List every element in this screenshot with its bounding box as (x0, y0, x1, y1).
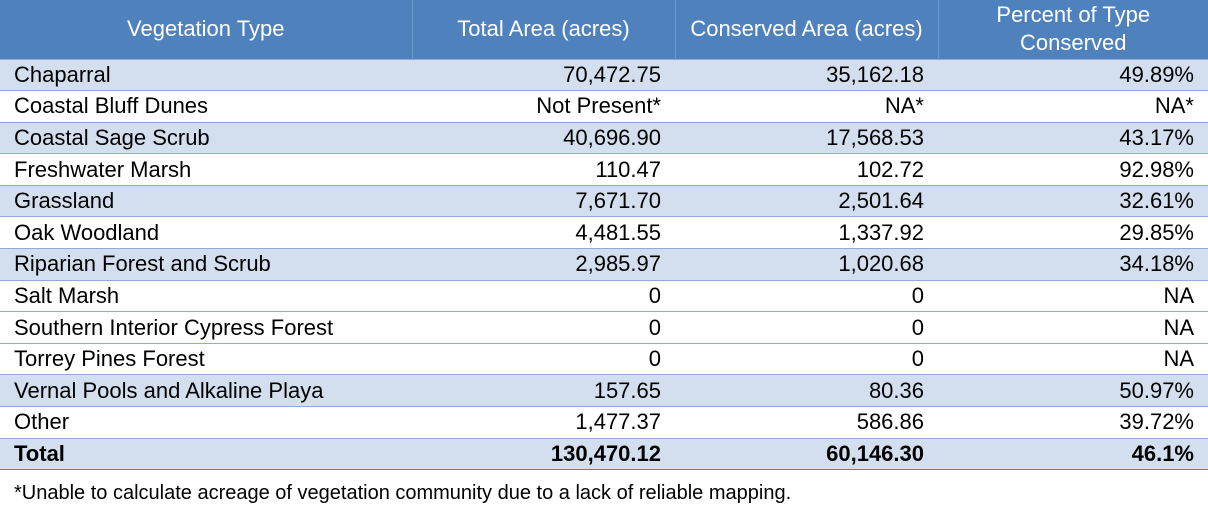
cell-total-area: Not Present* (412, 90, 675, 123)
cell-vegetation-type: Torrey Pines Forest (0, 342, 412, 375)
cell-percent-conserved: 32.61% (938, 184, 1208, 217)
header-percent-conserved: Percent of Type Conserved (938, 0, 1208, 59)
cell-vegetation-type: Riparian Forest and Scrub (0, 248, 412, 281)
table-row: Vernal Pools and Alkaline Playa 157.65 8… (0, 374, 1208, 407)
cell-total-area: 0 (412, 311, 675, 344)
cell-vegetation-type: Other (0, 406, 412, 439)
cell-total-area: 2,985.97 (412, 248, 675, 281)
cell-percent-conserved: 34.18% (938, 248, 1208, 281)
cell-total-area: 0 (412, 342, 675, 375)
table-row: Torrey Pines Forest 0 0 NA (0, 342, 1208, 375)
cell-percent-conserved: NA* (938, 90, 1208, 123)
cell-conserved-area: 0 (675, 279, 938, 312)
cell-total-area: 7,671.70 (412, 184, 675, 217)
table-row: Riparian Forest and Scrub 2,985.97 1,020… (0, 248, 1208, 281)
cell-total-area: 40,696.90 (412, 121, 675, 154)
cell-vegetation-type: Oak Woodland (0, 216, 412, 249)
cell-vegetation-type: Vernal Pools and Alkaline Playa (0, 374, 412, 407)
table-row: Coastal Bluff Dunes Not Present* NA* NA* (0, 90, 1208, 123)
cell-percent-conserved: NA (938, 279, 1208, 312)
table-row: Oak Woodland 4,481.55 1,337.92 29.85% (0, 216, 1208, 249)
cell-vegetation-type: Salt Marsh (0, 279, 412, 312)
cell-percent-conserved: 43.17% (938, 121, 1208, 154)
table-body: Chaparral 70,472.75 35,162.18 49.89% Coa… (0, 58, 1208, 471)
cell-total-area: 70,472.75 (412, 58, 675, 91)
cell-conserved-area: 0 (675, 311, 938, 344)
total-conserved-value: 60,146.30 (675, 437, 938, 471)
cell-vegetation-type: Coastal Bluff Dunes (0, 90, 412, 123)
header-conserved-area: Conserved Area (acres) (675, 0, 939, 59)
header-vegetation-type: Vegetation Type (0, 0, 413, 59)
cell-conserved-area: 17,568.53 (675, 121, 938, 154)
cell-vegetation-type: Chaparral (0, 58, 412, 91)
cell-percent-conserved: 29.85% (938, 216, 1208, 249)
vegetation-table: Vegetation Type Total Area (acres) Conse… (0, 0, 1208, 471)
table-row: Salt Marsh 0 0 NA (0, 279, 1208, 312)
cell-total-area: 4,481.55 (412, 216, 675, 249)
table-row: Other 1,477.37 586.86 39.72% (0, 406, 1208, 439)
cell-percent-conserved: NA (938, 311, 1208, 344)
total-area-value: 130,470.12 (412, 437, 675, 471)
header-row: Vegetation Type Total Area (acres) Conse… (0, 0, 1208, 59)
footnote: *Unable to calculate acreage of vegetati… (14, 482, 792, 504)
cell-percent-conserved: 92.98% (938, 153, 1208, 186)
total-percent-value: 46.1% (938, 437, 1208, 471)
cell-percent-conserved: 39.72% (938, 406, 1208, 439)
cell-conserved-area: 2,501.64 (675, 184, 938, 217)
table-header: Vegetation Type Total Area (acres) Conse… (0, 0, 1208, 59)
cell-conserved-area: 586.86 (675, 406, 938, 439)
cell-total-area: 1,477.37 (412, 406, 675, 439)
cell-total-area: 110.47 (412, 153, 675, 186)
cell-conserved-area: 102.72 (675, 153, 938, 186)
cell-vegetation-type: Coastal Sage Scrub (0, 121, 412, 154)
cell-conserved-area: 35,162.18 (675, 58, 938, 91)
total-label: Total (0, 437, 412, 471)
table-row: Grassland 7,671.70 2,501.64 32.61% (0, 184, 1208, 217)
cell-total-area: 157.65 (412, 374, 675, 407)
cell-vegetation-type: Southern Interior Cypress Forest (0, 311, 412, 344)
cell-conserved-area: NA* (675, 90, 938, 123)
cell-conserved-area: 0 (675, 342, 938, 375)
total-row: Total 130,470.12 60,146.30 46.1% (0, 437, 1208, 471)
cell-percent-conserved: 50.97% (938, 374, 1208, 407)
table-row: Chaparral 70,472.75 35,162.18 49.89% (0, 58, 1208, 91)
cell-conserved-area: 1,337.92 (675, 216, 938, 249)
table-row: Southern Interior Cypress Forest 0 0 NA (0, 311, 1208, 344)
cell-total-area: 0 (412, 279, 675, 312)
table-row: Coastal Sage Scrub 40,696.90 17,568.53 4… (0, 121, 1208, 154)
cell-vegetation-type: Grassland (0, 184, 412, 217)
table-row: Freshwater Marsh 110.47 102.72 92.98% (0, 153, 1208, 186)
cell-percent-conserved: NA (938, 342, 1208, 375)
cell-conserved-area: 1,020.68 (675, 248, 938, 281)
header-total-area: Total Area (acres) (412, 0, 676, 59)
cell-conserved-area: 80.36 (675, 374, 938, 407)
cell-vegetation-type: Freshwater Marsh (0, 153, 412, 186)
cell-percent-conserved: 49.89% (938, 58, 1208, 91)
